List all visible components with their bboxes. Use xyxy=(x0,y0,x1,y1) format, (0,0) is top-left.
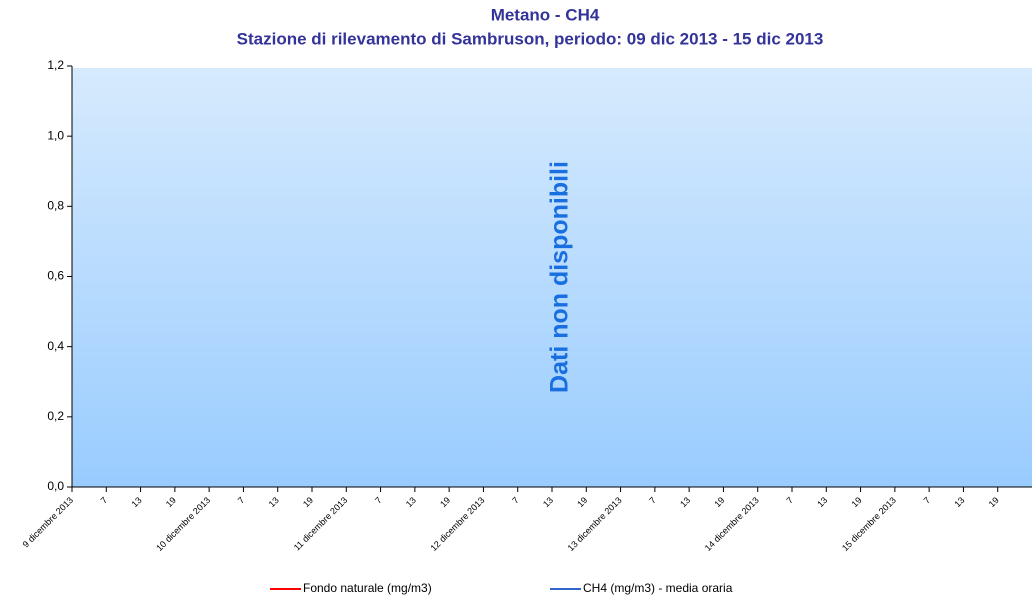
x-tick-label: 7 xyxy=(922,495,933,506)
x-tick-label: 15 dicembre 2013 xyxy=(840,495,898,553)
chart-subtitle: Stazione di rilevamento di Sambruson, pe… xyxy=(237,29,824,48)
x-tick-label: 19 xyxy=(850,495,864,509)
y-tick-label: 0,0 xyxy=(47,479,64,493)
x-tick-label: 13 xyxy=(678,495,692,509)
y-tick-label: 0,2 xyxy=(47,409,64,423)
y-tick-label: 1,2 xyxy=(47,58,64,72)
x-tick-label: 19 xyxy=(301,495,315,509)
x-tick-label: 13 xyxy=(267,495,281,509)
x-tick-label: 19 xyxy=(712,495,726,509)
x-tick-label: 13 xyxy=(952,495,966,509)
y-tick-label: 1,0 xyxy=(47,128,64,142)
legend-label: Fondo naturale (mg/m3) xyxy=(303,581,432,595)
x-tick-label: 13 xyxy=(815,495,829,509)
plot-area xyxy=(72,68,1032,487)
y-tick-label: 0,4 xyxy=(47,339,64,353)
y-tick-label: 0,8 xyxy=(47,199,64,213)
x-tick-label: 7 xyxy=(99,495,110,506)
x-tick-label: 13 xyxy=(541,495,555,509)
x-tick-label: 19 xyxy=(438,495,452,509)
x-tick-label: 19 xyxy=(164,495,178,509)
x-tick-label: 9 dicembre 2013 xyxy=(21,495,75,549)
legend-label: CH4 (mg/m3) - media oraria xyxy=(583,581,733,595)
x-tick-label: 7 xyxy=(373,495,384,506)
x-tick-label: 13 dicembre 2013 xyxy=(566,495,624,553)
annotation: Dati non disponibili xyxy=(546,161,574,393)
x-tick-label: 7 xyxy=(236,495,247,506)
chart-title: Metano - CH4 xyxy=(491,5,600,24)
x-tick-label: 7 xyxy=(647,495,658,506)
x-tick-label: 14 dicembre 2013 xyxy=(703,495,761,553)
x-tick-label: 7 xyxy=(784,495,795,506)
x-tick-label: 10 dicembre 2013 xyxy=(154,495,212,553)
y-tick-label: 0,6 xyxy=(47,269,64,283)
x-tick-label: 13 xyxy=(404,495,418,509)
x-tick-label: 12 dicembre 2013 xyxy=(428,495,486,553)
x-tick-label: 19 xyxy=(987,495,1001,509)
x-tick-label: 7 xyxy=(510,495,521,506)
x-tick-label: 19 xyxy=(575,495,589,509)
x-tick-label: 11 dicembre 2013 xyxy=(292,495,350,553)
x-tick-label: 13 xyxy=(130,495,144,509)
